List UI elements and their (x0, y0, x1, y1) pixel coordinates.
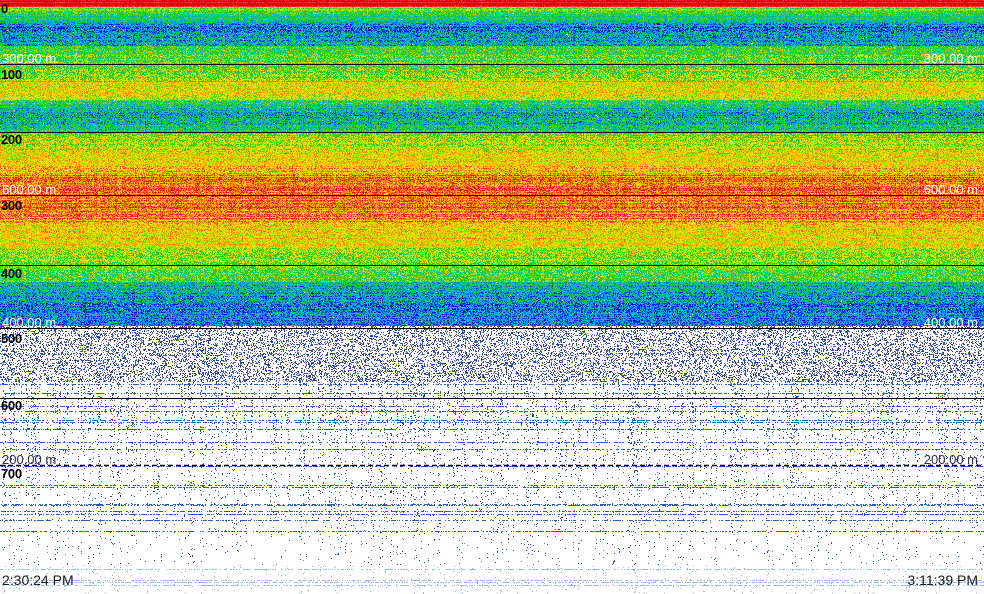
echogram-canvas[interactable] (0, 0, 984, 594)
